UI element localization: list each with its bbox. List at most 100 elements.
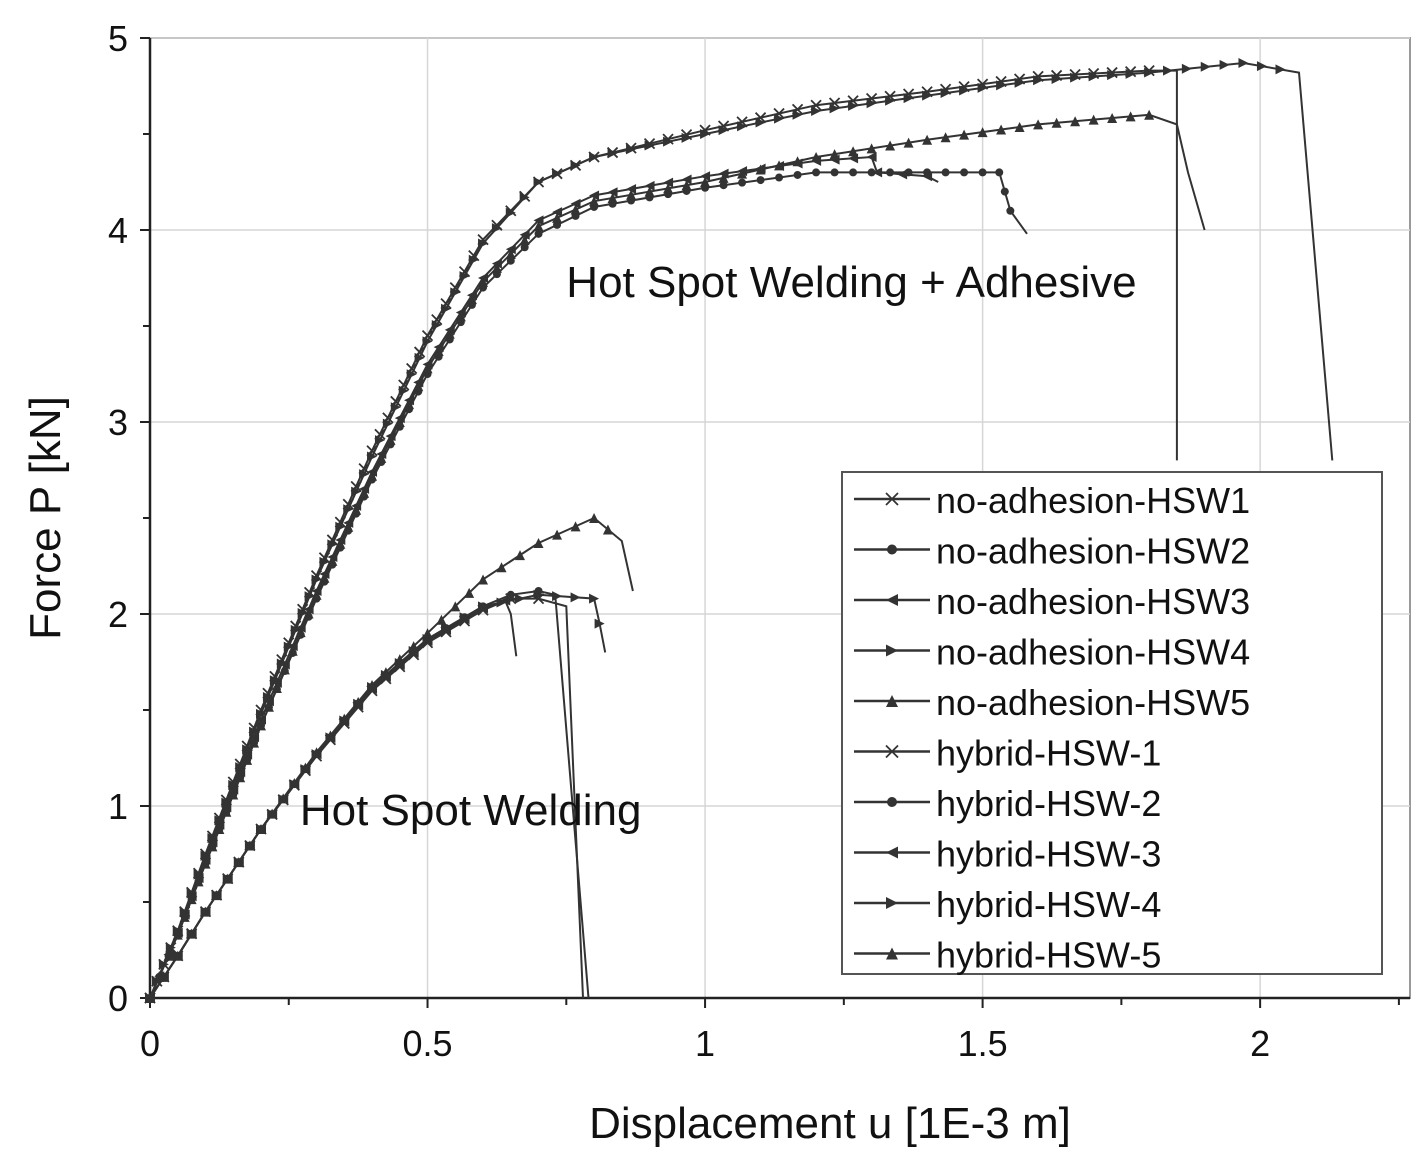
data-point xyxy=(394,654,405,665)
data-point xyxy=(289,777,300,788)
data-point xyxy=(311,574,322,585)
data-point xyxy=(466,294,477,305)
data-point xyxy=(700,171,711,182)
data-point xyxy=(941,168,950,177)
data-point xyxy=(756,176,765,185)
data-point xyxy=(626,189,637,200)
data-point xyxy=(607,148,618,159)
data-point xyxy=(886,947,898,960)
legend-item: no-adhesion-HSW5 xyxy=(854,682,1250,723)
data-point xyxy=(496,562,507,573)
data-point xyxy=(327,555,338,566)
data-point xyxy=(533,177,544,187)
data-point xyxy=(995,168,1004,177)
data-point xyxy=(441,303,452,314)
data-point xyxy=(165,942,176,953)
data-point xyxy=(1000,187,1009,196)
data-point xyxy=(145,993,155,1003)
data-point xyxy=(738,178,747,187)
data-point xyxy=(422,628,433,639)
data-point xyxy=(221,806,232,817)
data-point xyxy=(276,658,287,669)
data-point xyxy=(1219,59,1230,70)
data-point xyxy=(221,797,232,808)
data-point xyxy=(849,168,858,177)
data-point xyxy=(940,132,951,143)
data-point xyxy=(414,352,425,363)
data-point xyxy=(792,109,803,120)
data-point xyxy=(172,950,183,961)
data-point xyxy=(271,683,282,694)
data-point xyxy=(359,469,370,480)
data-point xyxy=(172,929,183,940)
data-point xyxy=(491,262,502,273)
data-point xyxy=(459,612,470,623)
data-point xyxy=(700,129,711,139)
legend-label: no-adhesion-HSW5 xyxy=(936,682,1250,723)
data-point xyxy=(663,183,674,194)
data-point xyxy=(319,572,330,583)
data-point xyxy=(681,174,692,185)
data-point xyxy=(533,215,544,226)
data-point xyxy=(441,623,452,634)
data-point xyxy=(283,641,294,652)
data-point xyxy=(496,597,507,608)
data-point xyxy=(903,93,914,104)
data-point xyxy=(235,762,246,773)
legend-label: no-adhesion-HSW2 xyxy=(936,531,1250,572)
data-point xyxy=(830,168,839,177)
data-point xyxy=(376,452,387,463)
data-point xyxy=(681,132,692,143)
data-point xyxy=(589,152,600,163)
data-point xyxy=(278,793,289,804)
data-point xyxy=(290,624,301,635)
data-point xyxy=(866,98,877,109)
data-point xyxy=(887,544,897,555)
data-point xyxy=(491,223,502,234)
data-point xyxy=(422,336,433,347)
data-point xyxy=(287,645,298,656)
data-point xyxy=(353,696,364,707)
data-point xyxy=(394,417,405,427)
data-point xyxy=(663,136,674,147)
data-point xyxy=(1088,71,1099,82)
data-point xyxy=(1070,116,1081,127)
legend-box xyxy=(841,471,1383,975)
legend-item: hybrid-HSW-2 xyxy=(854,783,1161,824)
data-point xyxy=(319,556,330,567)
data-point xyxy=(478,601,489,612)
data-point xyxy=(385,434,396,445)
data-point xyxy=(256,720,267,731)
data-point xyxy=(886,644,898,657)
data-point xyxy=(235,772,246,783)
data-point xyxy=(793,170,802,179)
data-point xyxy=(960,168,969,177)
data-point xyxy=(256,708,267,719)
data-point xyxy=(335,538,346,549)
data-point xyxy=(222,873,233,884)
x-tick-label: 0 xyxy=(140,1023,160,1064)
data-point xyxy=(922,134,933,145)
data-point xyxy=(1125,111,1136,122)
data-point xyxy=(848,100,859,111)
data-point xyxy=(644,180,655,191)
data-point xyxy=(351,504,362,515)
data-point xyxy=(505,207,516,218)
data-point xyxy=(297,608,308,619)
y-tick-label: 5 xyxy=(108,18,128,59)
data-point xyxy=(718,172,729,183)
data-point xyxy=(304,591,315,602)
data-point xyxy=(533,537,544,548)
data-point xyxy=(193,876,204,887)
data-point xyxy=(406,369,417,380)
x-tick-label: 1 xyxy=(695,1023,715,1064)
data-point xyxy=(977,82,988,93)
data-point xyxy=(959,129,970,140)
data-point xyxy=(459,271,470,282)
data-point xyxy=(1107,70,1118,81)
data-point xyxy=(343,504,354,515)
data-point xyxy=(279,664,290,675)
data-point xyxy=(436,614,447,625)
data-point xyxy=(244,840,255,851)
data-point xyxy=(1162,65,1173,76)
